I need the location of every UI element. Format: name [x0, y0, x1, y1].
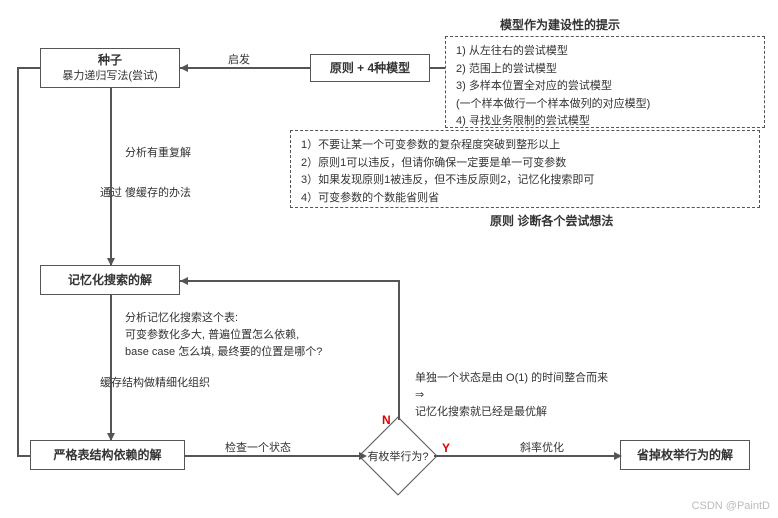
node-seed-sub: 暴力递归写法(尝试) — [62, 69, 157, 84]
node-strict-label: 严格表结构依赖的解 — [53, 447, 161, 464]
node-principle-label: 原则 + 4种模型 — [330, 60, 410, 77]
hint-line-4: 4) 寻找业务限制的尝试模型 — [456, 113, 754, 131]
node-memo: 记忆化搜索的解 — [40, 265, 180, 295]
edge-inspire-label: 启发 — [228, 52, 250, 69]
edge-cache-label: 通过 傻缓存的办法 — [100, 185, 191, 202]
edge-turn-v — [17, 67, 19, 457]
hint-line-3: (一个样本做行一个样本做列的对应模型) — [456, 96, 754, 114]
node-optimal-label: 省掉枚举行为的解 — [637, 447, 733, 464]
node-optimal: 省掉枚举行为的解 — [620, 440, 750, 470]
label-N: N — [382, 413, 391, 427]
node-seed: 种子 暴力递归写法(尝试) — [40, 48, 180, 88]
edge-diamond-up — [398, 280, 400, 420]
prin-line-3: 4）可变参数的个数能省则省 — [301, 190, 749, 208]
node-principle: 原则 + 4种模型 — [310, 54, 430, 82]
hint-box: 1) 从左往右的尝试模型 2) 范围上的尝试模型 3) 多样本位置全对应的尝试模… — [445, 36, 765, 128]
edge-check-label: 检查一个状态 — [225, 440, 291, 457]
prin-line-1: 2）原则1可以违反，但请你确保一定要是单一可变参数 — [301, 155, 749, 173]
memo-note-1: 可变参数化多大, 普遍位置怎么依赖, — [125, 327, 299, 344]
edge-seed-memo-arrow — [107, 258, 115, 266]
node-memo-label: 记忆化搜索的解 — [68, 272, 152, 289]
edge-prin-hint — [430, 67, 445, 69]
memo-note-0: 分析记忆化搜索这个表: — [125, 310, 238, 327]
edge-analyze-label: 分析有重复解 — [125, 145, 191, 162]
prin-line-2: 3）如果发现原则1被违反，但不违反原则2，记忆化搜索即可 — [301, 172, 749, 190]
decision-diamond: 有枚举行为? — [370, 428, 426, 484]
prin-line-0: 1）不要让某一个可变参数的复杂程度突破到整形以上 — [301, 137, 749, 155]
hint-line-0: 1) 从左往右的尝试模型 — [456, 43, 754, 61]
hint-line-2: 3) 多样本位置全对应的尝试模型 — [456, 78, 754, 96]
watermark: CSDN @PaintD — [692, 500, 770, 512]
edge-diamond-memo — [180, 280, 400, 282]
edge-memo-strict-arrow — [107, 433, 115, 441]
label-Y: Y — [442, 441, 450, 455]
hint-box-title: 模型作为建设性的提示 — [500, 16, 620, 33]
edge-refine-label: 缓存结构做精细化组织 — [100, 375, 210, 392]
edge-inspire-arrow — [180, 64, 188, 72]
edge-diamond-memo-arrow — [180, 277, 188, 285]
edge-memo-strict — [110, 295, 112, 440]
o1-note-2: 记忆化搜索就已经是最优解 — [415, 404, 547, 421]
decision-label: 有枚举行为? — [367, 448, 428, 464]
o1-note-0: 单独一个状态是由 O(1) 的时间整合而来 — [415, 370, 608, 387]
o1-note-1: ⇒ — [415, 387, 424, 404]
node-strict: 严格表结构依赖的解 — [30, 440, 185, 470]
principle-box-title: 原则 诊断各个尝试想法 — [490, 212, 613, 229]
edge-slope-label: 斜率优化 — [520, 440, 564, 457]
hint-line-1: 2) 范围上的尝试模型 — [456, 61, 754, 79]
principle-box: 1）不要让某一个可变参数的复杂程度突破到整形以上 2）原则1可以违反，但请你确保… — [290, 130, 760, 208]
edge-strict-diamond-arrow — [359, 452, 367, 460]
memo-note-2: base case 怎么填, 最终要的位置是哪个? — [125, 344, 322, 361]
edge-turn-h — [17, 67, 40, 69]
edge-seed-memo — [110, 88, 112, 265]
edge-turn-h2 — [17, 455, 30, 457]
node-seed-title: 种子 — [98, 52, 122, 69]
edge-diamond-optimal-arrow — [614, 452, 622, 460]
